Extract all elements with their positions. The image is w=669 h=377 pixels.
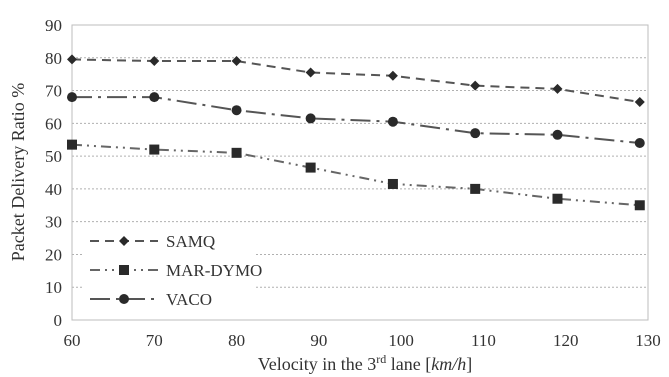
y-tick-label: 70 <box>45 82 62 101</box>
data-point <box>231 56 242 67</box>
data-point <box>149 56 160 67</box>
x-axis-title-tail: lane [ <box>386 354 431 374</box>
x-tick-label: 100 <box>388 331 414 350</box>
data-point <box>305 162 316 173</box>
data-point <box>119 236 129 246</box>
x-tick-label: 110 <box>471 331 496 350</box>
x-axis-title-main: Velocity in the 3 <box>258 354 376 374</box>
data-point <box>552 193 563 204</box>
y-tick-label: 20 <box>45 245 62 264</box>
x-tick-label: 90 <box>310 331 327 350</box>
x-tick-label: 60 <box>64 331 81 350</box>
x-tick-label: 80 <box>228 331 245 350</box>
data-point <box>470 80 481 91</box>
legend-label: VACO <box>166 290 212 309</box>
data-point <box>67 139 77 150</box>
data-point <box>149 144 160 155</box>
data-point <box>387 70 398 81</box>
y-tick-label: 80 <box>45 49 62 68</box>
data-point <box>119 265 129 275</box>
series-markers <box>67 54 645 211</box>
data-point <box>67 54 77 65</box>
data-point <box>634 200 645 211</box>
legend-label: MAR-DYMO <box>166 261 262 280</box>
y-tick-label: 50 <box>45 147 62 166</box>
y-tick-label: 10 <box>45 278 62 297</box>
y-axis-title: Packet Delivery Ratio % <box>8 83 28 261</box>
y-tick-label: 30 <box>45 213 62 232</box>
x-tick-label: 70 <box>146 331 163 350</box>
y-axis: 0 10 20 30 40 50 60 70 80 90 <box>45 16 62 330</box>
data-point <box>387 116 398 127</box>
data-point <box>305 113 316 124</box>
data-point <box>387 178 398 189</box>
plot-frame <box>71 24 649 321</box>
data-point <box>634 97 645 108</box>
legend-label: SAMQ <box>166 232 215 251</box>
y-tick-label: 40 <box>45 180 62 199</box>
series-line <box>71 143 640 207</box>
data-point <box>231 147 242 158</box>
legend: SAMQ MAR-DYMO VACO <box>90 232 262 309</box>
y-tick-label: 60 <box>45 114 62 133</box>
series-line <box>71 58 640 104</box>
x-axis: 60 70 80 90 100 110 120 130 <box>64 331 661 350</box>
data-point <box>67 92 77 103</box>
data-point <box>305 67 316 78</box>
x-axis-title-superscript: rd <box>376 352 386 366</box>
x-tick-label: 120 <box>553 331 579 350</box>
series-line <box>72 96 640 144</box>
x-axis-title-unit: km/h <box>431 354 466 374</box>
data-point <box>119 294 129 304</box>
y-tick-label: 0 <box>54 311 63 330</box>
data-point <box>149 92 160 103</box>
series-lines <box>71 58 640 207</box>
data-point <box>552 129 563 140</box>
data-point <box>231 105 242 116</box>
data-point <box>470 183 481 194</box>
data-point <box>634 138 645 148</box>
data-point <box>470 128 481 139</box>
x-axis-title-end: ] <box>466 354 472 374</box>
data-point <box>552 83 563 94</box>
x-tick-label: 130 <box>635 331 661 350</box>
x-axis-title: Velocity in the 3rd lane [km/h] <box>258 352 472 374</box>
y-tick-label: 90 <box>45 16 62 35</box>
